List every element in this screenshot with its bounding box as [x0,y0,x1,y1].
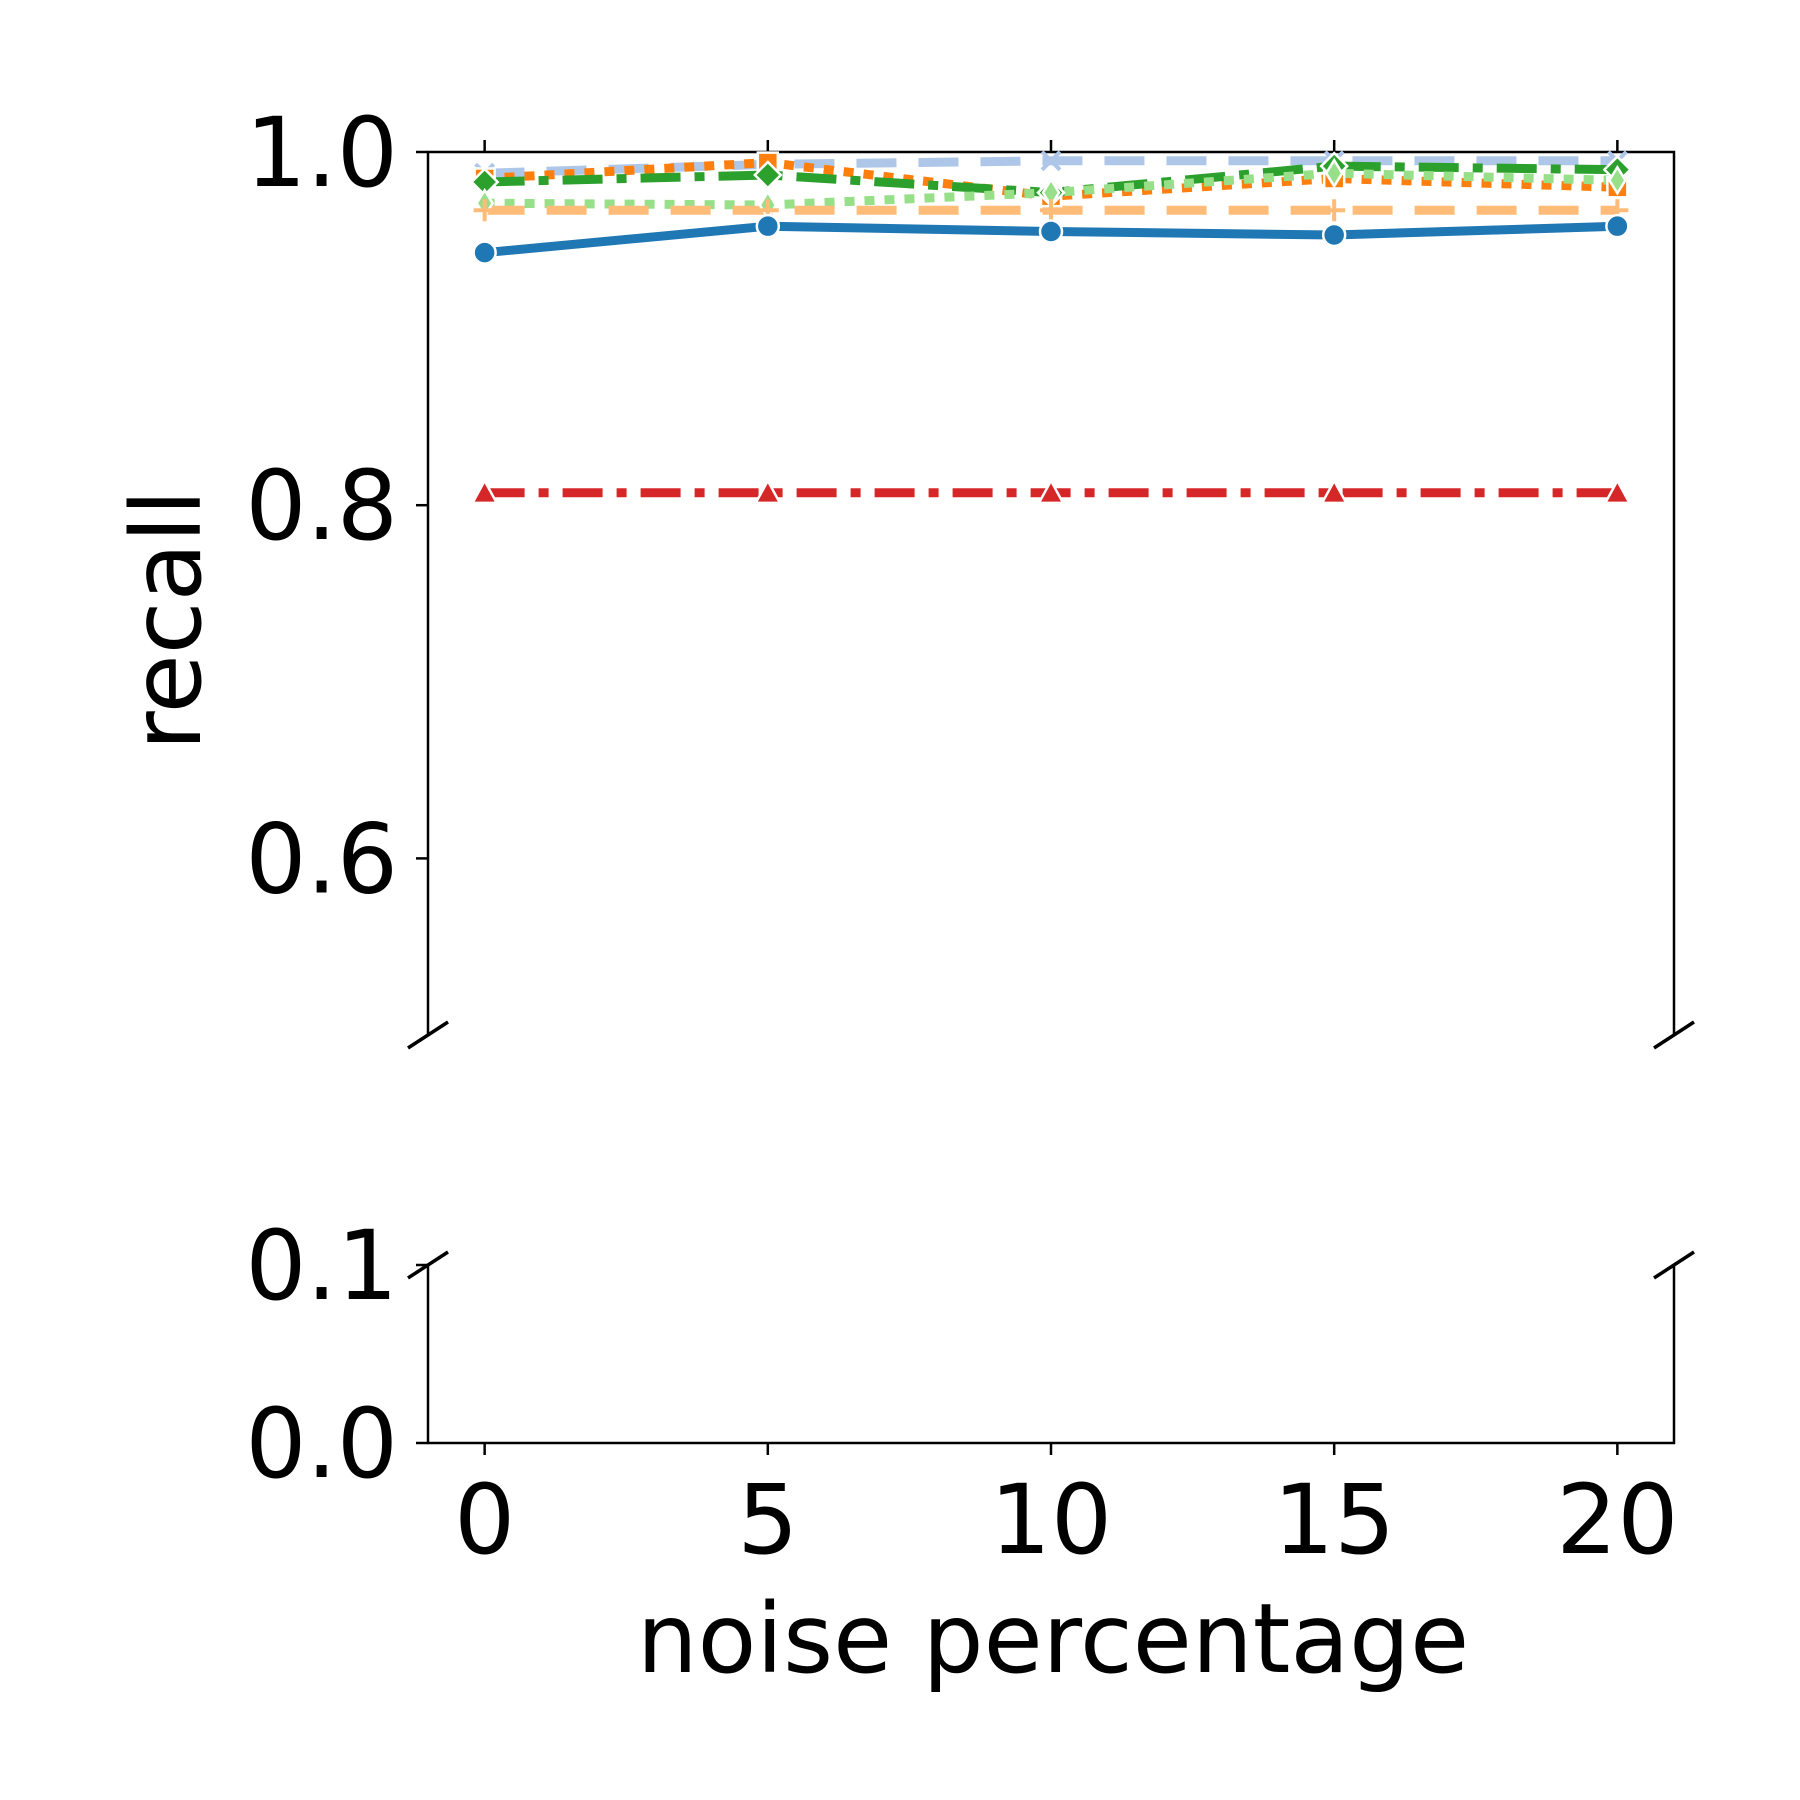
data-point [470,478,499,505]
y-tick-label: 0.8 [245,450,398,562]
x-tick-label: 10 [990,1464,1112,1576]
data-point [753,160,783,190]
y-axis-label: recall [111,489,223,750]
data-point [1040,199,1062,222]
data-point [1605,213,1630,239]
data-point [1036,478,1066,505]
bottom-panel-spines [426,1265,1676,1445]
top-panel-spines [426,150,1676,1035]
data-point [755,213,781,239]
top-panel: 1.0 0.8 0.6 [245,97,1695,1050]
axis-break-mark [407,1020,449,1050]
data-point [1603,478,1632,505]
axis-break-mark [1653,1250,1695,1280]
data-point [753,478,782,505]
y-tick-label: 0.1 [245,1210,398,1322]
data-point [1323,199,1346,222]
y-tick-label: 1.0 [245,97,398,209]
data-point [1607,164,1627,196]
data-point [1324,157,1344,189]
data-point [1320,478,1349,505]
series-markers [469,150,1633,505]
y-tick-label: 0.6 [245,803,398,915]
x-tick-label: 5 [737,1464,798,1576]
axis-break-mark [1653,1020,1695,1050]
y-tick-label: 0.0 [245,1388,398,1500]
data-point [1040,150,1062,172]
x-tick-label: 20 [1556,1464,1678,1576]
data-point [1321,222,1347,248]
x-tick-label: 0 [454,1464,515,1576]
x-tick-label: 15 [1273,1464,1395,1576]
x-axis-label: noise percentage [637,1583,1469,1695]
bottom-panel: 0.1 0.0 0 5 10 15 20 [245,1210,1695,1576]
data-point [1038,219,1064,244]
data-point [473,199,496,222]
data-point [472,240,497,265]
